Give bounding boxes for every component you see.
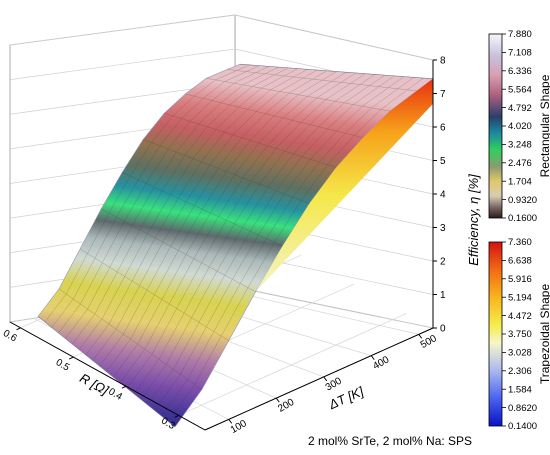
mesh-line [161,77,414,417]
colorbar-tick-label: 1.584 [508,384,532,395]
colorbar-tick-label: 3.248 [508,140,532,151]
colorbar-tick-label: 7.360 [508,237,532,248]
x-tick-label: 100 [229,418,249,436]
gridline [220,288,419,335]
mesh-line [78,68,299,350]
colorbar-tick-label: 5.564 [508,84,532,95]
x-tick-label: 500 [419,333,439,351]
colorbar-tick-label: 5.194 [508,292,532,303]
efficiency-surface [37,63,434,428]
mesh-line [65,66,279,339]
trapezoidal-shape-side [255,78,433,292]
mesh-line [79,248,229,341]
colorbar-tick-label: 7.880 [508,29,532,40]
z-tick-label: 8 [440,56,446,67]
colorbar-tick-label: 0.1600 [508,213,537,224]
z-tick-label: 1 [440,290,446,301]
mesh-line [227,69,417,92]
colorbar-tick-label: 3.028 [508,348,532,359]
y-tick-mark [16,327,21,331]
mesh-line [44,64,250,323]
x-tick-mark [370,355,375,360]
mesh-line [92,69,318,361]
mesh-line [101,208,256,292]
x-tick-label: 200 [276,397,296,415]
gridline [178,313,407,416]
mesh-line [37,316,176,428]
mesh-line [133,74,376,394]
mesh-line [147,75,395,405]
surface-mesh [37,63,434,428]
colorbar-trapezoidal-title: Trapezoidal Shape [538,284,550,385]
x-tick-label: 400 [371,354,391,372]
z-tick-label: 0 [440,324,446,335]
colorbar-tick-label: 4.472 [508,311,532,322]
z-axis: 0 1 2 3 4 5 6 7 8 Efficiency, η [%] [432,56,481,335]
colorbar-trapezoidal: 7.360 6.638 5.916 5.194 4.472 3.750 3.028 2.306… [488,237,550,432]
mesh-line [113,71,347,378]
mesh-line [106,71,337,372]
mesh-line [126,73,366,389]
y-tick-label: 0.6 [1,328,19,345]
x-tick-mark [228,419,233,424]
mesh-line [58,66,270,334]
mesh-line [239,63,434,80]
y-tick-label: 0.5 [54,357,72,374]
mesh-line [206,78,391,112]
colorbar-tick-label: 2.306 [508,366,532,377]
colorbar-trapezoidal-ticks: 7.360 6.638 5.916 5.194 4.472 3.750 3.028 2.306… [502,237,537,432]
y-tick-mark [69,356,74,360]
x-tick-mark [418,334,423,339]
mesh-line [122,172,283,247]
colorbar-tick-label: 1.704 [508,176,532,187]
z-axis-label: Efficiency, η [%] [466,174,481,266]
z-tick-labels: 0 1 2 3 4 5 6 7 8 [433,56,446,335]
colorbar-tick-label: 0.1400 [508,421,537,432]
mesh-line [185,93,364,138]
colorbar-rectangular: 7.880 7.108 6.336 5.564 4.792 4.020 3.248 2.476… [488,29,550,224]
colorbar-tick-label: 2.476 [508,158,532,169]
colorbar-tick-label: 0.8620 [508,403,537,414]
x-tick-label: 300 [324,375,344,393]
mesh-line [119,72,356,383]
x-tick-mark [323,376,328,382]
x-tick-mark [275,397,280,403]
colorbar-tick-label: 7.108 [508,48,532,59]
mesh-line [85,69,308,356]
y-tick-mark [121,385,127,389]
mesh-line [72,67,289,345]
z-tick-label: 5 [440,156,446,167]
colorbar-tick-label: 4.792 [508,103,532,114]
y-tick-mark [174,414,179,418]
z-tick-label: 7 [440,89,446,100]
colorbar-tick-label: 5.916 [508,274,532,285]
mesh-line [58,288,203,390]
mesh-line [164,112,337,168]
colorbar-tick-label: 6.638 [508,256,532,267]
z-tick-label: 2 [440,257,446,268]
colorbar-tick-label: 6.336 [508,66,532,77]
gridline [9,14,434,61]
colorbar-tick-label: 4.020 [508,121,532,132]
mesh-line [140,74,385,400]
colorbar-tick-label: 0.9320 [508,195,537,206]
colorbar-rectangular-title: Rectangular Shape [538,74,550,177]
z-tick-label: 4 [440,190,446,201]
y-tick-label: 0.4 [106,386,124,403]
mesh-line [51,65,260,328]
mesh-line [167,77,424,422]
z-tick-label: 6 [440,123,446,134]
mesh-line [143,139,310,204]
colorbar-tick-label: 3.750 [508,329,532,340]
caption: 2 mol% SrTe, 2 mol% Na: SPS [308,434,472,448]
colorbar-rectangular-ticks: 7.880 7.108 6.336 5.564 4.792 4.020 3.248 2.476… [502,29,537,224]
mesh-line [99,70,328,367]
mesh-line [154,76,405,411]
z-tick-label: 3 [440,223,446,234]
